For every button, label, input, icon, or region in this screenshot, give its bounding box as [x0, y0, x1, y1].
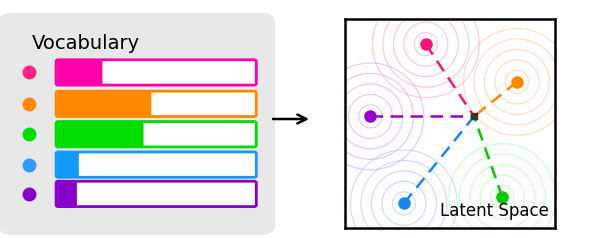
FancyBboxPatch shape: [56, 60, 257, 85]
FancyBboxPatch shape: [57, 122, 144, 146]
FancyBboxPatch shape: [57, 92, 151, 116]
FancyBboxPatch shape: [56, 181, 257, 207]
FancyBboxPatch shape: [57, 182, 77, 206]
FancyBboxPatch shape: [56, 122, 257, 147]
FancyBboxPatch shape: [0, 13, 275, 235]
Text: Latent Space: Latent Space: [440, 202, 548, 220]
FancyBboxPatch shape: [56, 91, 257, 117]
Text: Vocabulary: Vocabulary: [32, 34, 140, 53]
FancyBboxPatch shape: [57, 153, 79, 176]
FancyBboxPatch shape: [57, 61, 102, 84]
FancyBboxPatch shape: [56, 152, 257, 177]
